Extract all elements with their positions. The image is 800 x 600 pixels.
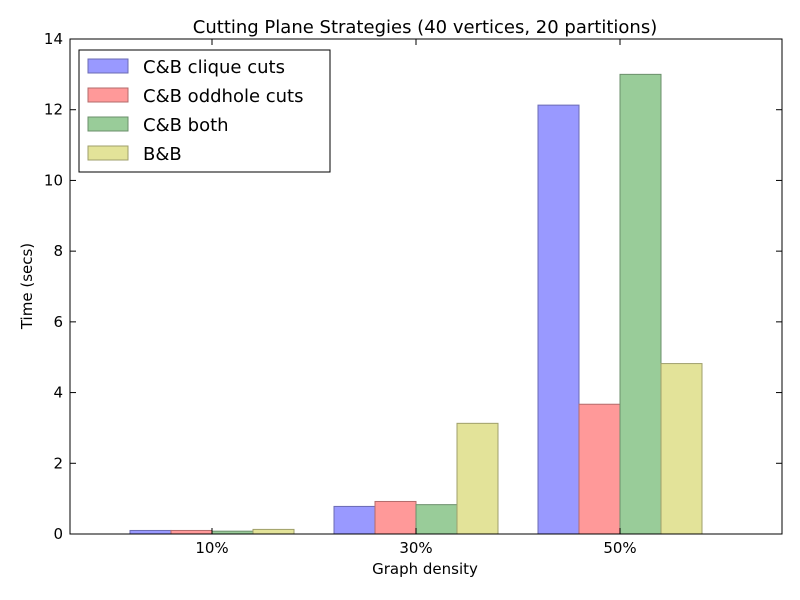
bar-b-b-50 [660, 363, 703, 535]
y-tick-label: 14 [44, 30, 63, 48]
y-tick-label: 6 [53, 313, 63, 331]
y-axis-label: Time (secs) [18, 243, 36, 330]
bar-c-b-clique-cuts-50 [537, 104, 580, 535]
x-axis: 10% 30% 50% [195, 39, 637, 557]
legend-swatch-b-b [87, 145, 129, 161]
bar-c-b-oddhole-cuts-10 [170, 529, 213, 535]
legend-label-c-b-both: C&B both [143, 115, 229, 136]
x-axis-label: Graph density [372, 560, 478, 578]
bar-b-b-10 [252, 528, 295, 535]
x-tick-label: 50% [603, 539, 636, 557]
legend: C&B clique cuts C&B oddhole cuts C&B both B… [78, 49, 331, 173]
y-tick-label: 12 [44, 101, 63, 119]
chart-title: Cutting Plane Strategies (40 vertices, 2… [193, 17, 657, 38]
y-tick-label: 8 [53, 242, 63, 260]
plot-frame [69, 38, 783, 535]
bar-b-b-30 [456, 422, 499, 535]
y-tick-label: 4 [53, 384, 63, 402]
legend-swatch-c-b-clique-cuts [87, 58, 129, 74]
bar-c-b-both-50 [619, 73, 662, 535]
x-tick-label: 30% [399, 539, 432, 557]
bars-group [129, 73, 703, 535]
y-tick-label: 0 [53, 525, 63, 543]
y-tick-label: 2 [53, 454, 63, 472]
legend-swatch-c-b-oddhole-cuts [87, 87, 129, 103]
bar-c-b-clique-cuts-30 [333, 505, 376, 535]
legend-label-b-b: B&B [143, 144, 182, 165]
x-tick-label: 10% [195, 539, 228, 557]
bar-c-b-both-30 [415, 504, 458, 535]
legend-label-c-b-oddhole-cuts: C&B oddhole cuts [143, 86, 304, 107]
legend-label-c-b-clique-cuts: C&B clique cuts [143, 57, 285, 78]
bar-c-b-clique-cuts-10 [129, 529, 172, 535]
y-tick-label: 10 [44, 171, 63, 189]
bar-c-b-oddhole-cuts-50 [578, 403, 621, 535]
legend-swatch-c-b-both [87, 116, 129, 132]
bar-c-b-oddhole-cuts-30 [374, 500, 417, 535]
y-axis: 0 2 4 6 8 10 12 14 [44, 30, 782, 543]
